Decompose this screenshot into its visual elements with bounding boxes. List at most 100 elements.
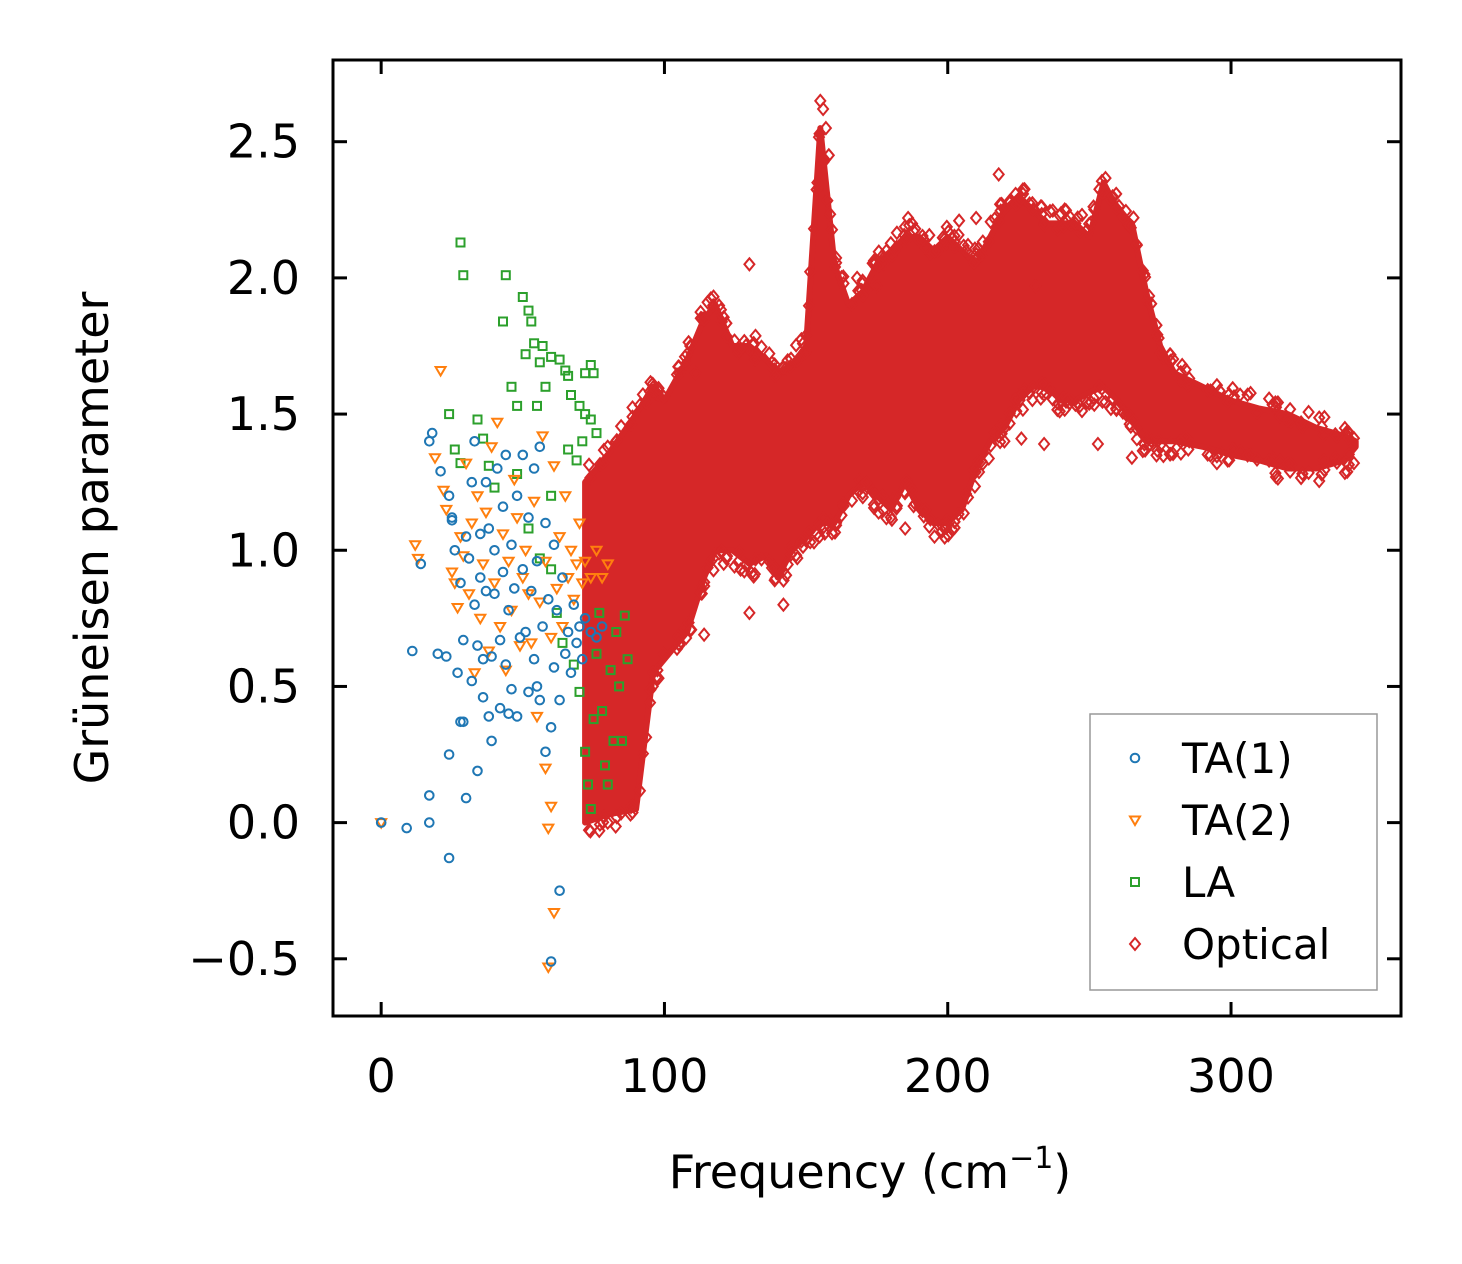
la-point (517, 292, 528, 302)
ta-1--point (511, 711, 523, 722)
optical-point (633, 783, 647, 799)
optical-point (957, 238, 971, 254)
la-point (489, 482, 500, 493)
ta-1--point (568, 599, 580, 611)
ta-1--point (517, 564, 529, 575)
optical-point (1016, 386, 1030, 402)
optical-point (609, 818, 623, 834)
ta-1--point (494, 634, 506, 646)
optical-point (900, 232, 913, 248)
optical-point (795, 331, 808, 347)
optical-point (898, 520, 912, 537)
ta-2--point (538, 763, 553, 776)
optical-point (694, 580, 708, 596)
optical-point (1201, 446, 1215, 463)
optical-point (748, 352, 762, 368)
ta-2--point (428, 453, 442, 465)
optical-point (822, 147, 836, 163)
ta-1--point (591, 632, 602, 643)
x-tick-label: 0 (367, 1049, 396, 1103)
x-tick-label: 200 (904, 1049, 992, 1103)
optical-point (913, 233, 926, 249)
optical-point (643, 695, 657, 711)
optical-point (715, 314, 729, 330)
ta-1--point (424, 817, 435, 828)
optical-point (948, 520, 961, 536)
ta-1--point (458, 634, 469, 646)
series-ta-2- (374, 366, 615, 974)
ta-2--point (544, 801, 558, 814)
ta-2--point (530, 711, 544, 724)
optical-point (1116, 209, 1130, 225)
la-point (540, 381, 551, 392)
ta-1--point (375, 817, 387, 828)
ta-1--point (557, 572, 568, 583)
ta-1--point (548, 539, 560, 551)
optical-point (919, 502, 932, 518)
la-point (537, 341, 548, 351)
optical-point (856, 489, 870, 505)
optical-point (812, 129, 826, 145)
optical-point (837, 275, 850, 291)
la-point (563, 444, 574, 455)
optical-point (795, 533, 808, 549)
ta-2--point (541, 823, 556, 836)
optical-point (684, 622, 698, 638)
ta-2--point (547, 908, 561, 920)
optical-point (1043, 203, 1057, 219)
ta-1--point (469, 599, 480, 611)
ta-1--point (460, 531, 472, 542)
optical-point (652, 380, 665, 396)
optical-point (1127, 210, 1140, 226)
la-point (580, 368, 591, 379)
ta-2--point (476, 559, 490, 571)
ta-1--point (460, 792, 472, 804)
la-point (605, 665, 616, 676)
ta-1--point (455, 577, 466, 589)
optical-point (1034, 390, 1048, 407)
optical-point (969, 210, 983, 226)
ta-2--point (558, 491, 573, 503)
la-point (617, 735, 627, 746)
optical-point (697, 574, 711, 590)
optical-point (1016, 186, 1030, 202)
y-tick-label: 0.5 (227, 659, 300, 713)
optical-point (1302, 404, 1315, 420)
ta-1--point (443, 490, 455, 502)
ta-1--point (472, 640, 483, 651)
optical-point (720, 329, 734, 345)
optical-point (582, 457, 596, 473)
optical-point (931, 243, 945, 259)
optical-point (900, 229, 913, 246)
optical-point (584, 823, 597, 839)
optical-point (732, 544, 746, 560)
optical-point (1038, 215, 1052, 231)
optical-point (856, 288, 870, 304)
ta-2--point (552, 532, 567, 544)
optical-point (1340, 423, 1354, 440)
optical-point (624, 806, 637, 823)
optical-point (1099, 394, 1112, 410)
optical-point (697, 627, 711, 643)
optical-point (961, 237, 975, 253)
ta-2--point (595, 573, 609, 585)
optical-point (1262, 453, 1276, 469)
optical-point (624, 799, 638, 815)
optical-point (1046, 391, 1060, 407)
ta-1--point (506, 683, 517, 695)
optical-point (1058, 402, 1072, 418)
ta-1--point (548, 662, 560, 673)
la-point (520, 349, 531, 360)
la-point (498, 316, 508, 327)
optical-point (1026, 379, 1040, 395)
la-point (619, 610, 630, 621)
optical-point (1283, 463, 1297, 479)
la-point (526, 316, 537, 327)
ta-1--point (497, 501, 509, 513)
ta-2--point (448, 578, 462, 590)
y-axis: −0.5 0.0 0.5 1.0 1.5 2.0 2.5 (188, 115, 1401, 986)
optical-point (1284, 456, 1298, 472)
optical-point (828, 524, 842, 540)
la-point (568, 659, 579, 670)
ta-1--point (545, 722, 557, 733)
